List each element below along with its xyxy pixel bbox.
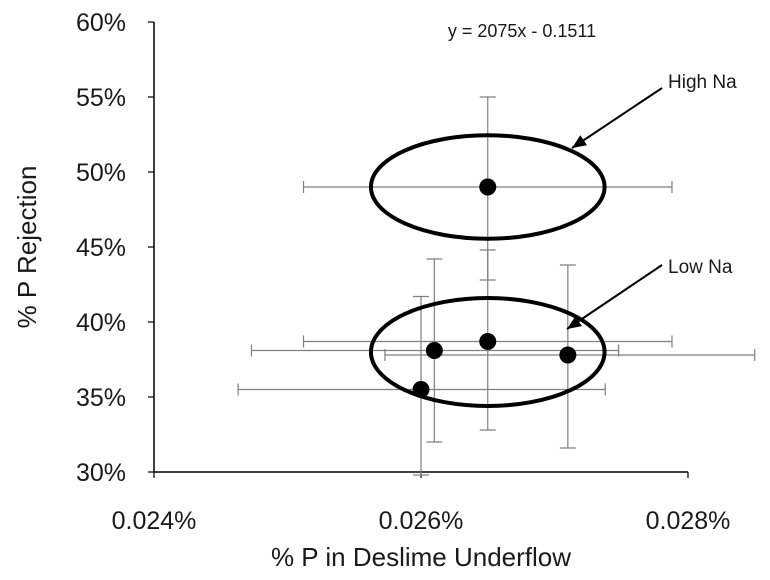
arrow-shaft — [571, 87, 663, 149]
y-tick-label: 35% — [76, 384, 126, 412]
error-bars — [237, 96, 756, 476]
y-tick-label: 60% — [76, 9, 126, 37]
annotation-arrow — [571, 87, 663, 149]
data-point — [479, 178, 497, 196]
data-points — [412, 178, 577, 398]
annotation-label: Low Na — [668, 257, 733, 278]
annotation-label: High Na — [668, 72, 737, 93]
trendline-equation: y = 2075x - 0.1511 — [448, 21, 596, 41]
annotation-ellipse — [368, 296, 607, 408]
y-tick-label: 55% — [76, 84, 126, 112]
arrow-head — [567, 316, 582, 329]
y-tick-label: 45% — [76, 234, 126, 262]
annotation-arrow — [566, 264, 663, 330]
y-axis-ticks: 30% 35% 40% 45% 50% 55% 60% — [76, 9, 154, 487]
annotation-ellipse — [368, 133, 607, 241]
arrow-shaft — [566, 264, 663, 330]
x-tick-label: 0.024% — [112, 507, 197, 535]
data-point — [425, 342, 443, 359]
data-point — [559, 346, 577, 364]
x-tick-label: 0.026% — [379, 507, 464, 535]
y-axis-title: % P Rejection — [12, 166, 42, 329]
annotations: High Na Low Na — [368, 72, 737, 408]
x-tick-label: 0.028% — [646, 507, 731, 535]
y-tick-label: 40% — [76, 309, 126, 337]
y-tick-label: 50% — [76, 159, 126, 187]
y-tick-label: 30% — [76, 459, 126, 487]
arrow-head — [572, 135, 587, 148]
x-axis-ticks: 0.024% 0.026% 0.028% — [112, 472, 731, 535]
data-point — [479, 333, 497, 350]
x-axis-title: % P in Deslime Underflow — [271, 542, 571, 572]
